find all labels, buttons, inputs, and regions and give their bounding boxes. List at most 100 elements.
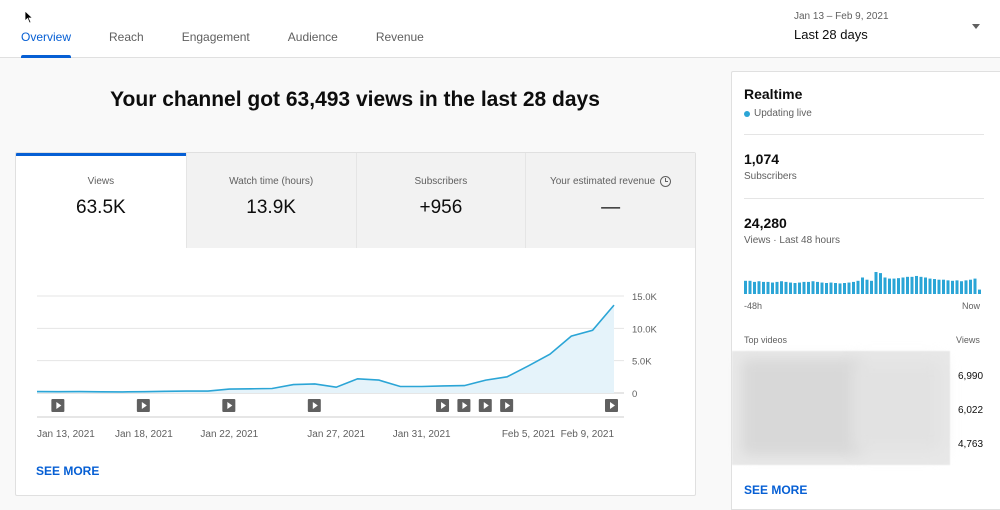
realtime-see-more-link[interactable]: SEE MORE <box>744 483 808 497</box>
realtime-bar <box>897 278 900 294</box>
realtime-bar <box>771 282 774 294</box>
video-marker-icon[interactable] <box>457 399 471 412</box>
realtime-bar <box>802 281 806 294</box>
realtime-bar <box>870 280 873 294</box>
date-range-selector[interactable]: Jan 13 – Feb 9, 2021 Last 28 days <box>794 11 889 42</box>
realtime-views-label: Views · Last 48 hours <box>744 235 840 246</box>
chevron-down-icon[interactable] <box>972 24 980 29</box>
tab-overview[interactable]: Overview <box>21 30 72 58</box>
video-marker-icon[interactable] <box>222 399 236 412</box>
realtime-bar <box>883 277 887 294</box>
realtime-bar <box>901 277 905 294</box>
metric-label: Subscribers <box>414 176 468 187</box>
realtime-bar <box>874 272 878 294</box>
video-marker-icon[interactable] <box>136 399 150 412</box>
metric-tabs: Views 63.5K Watch time (hours) 13.9K Sub… <box>16 153 695 248</box>
metric-views[interactable]: Views 63.5K <box>16 153 186 248</box>
top-videos-views-header: Views <box>956 335 980 345</box>
divider <box>744 134 984 135</box>
realtime-bar <box>811 281 815 294</box>
realtime-bar <box>757 281 761 294</box>
divider <box>744 198 984 199</box>
realtime-bar-chart[interactable] <box>744 272 984 294</box>
tab-reach[interactable]: Reach <box>109 30 144 44</box>
views-chart: 0 5.0K 10.0K 15.0K Jan 13, 2021 Jan 18, 2021 J… <box>36 292 657 440</box>
realtime-bar <box>784 281 788 294</box>
realtime-views-count: 24,280 <box>744 215 787 231</box>
realtime-bar <box>762 281 765 294</box>
video-marker-icon[interactable] <box>605 399 618 412</box>
y-tick-label: 10.0K <box>632 324 657 335</box>
y-tick-label: 5.0K <box>632 357 652 368</box>
video-marker-icon[interactable] <box>436 399 450 412</box>
realtime-bar <box>933 279 936 294</box>
realtime-bar <box>919 276 923 294</box>
top-bar: Overview Reach Engagement Audience Reven… <box>0 0 1000 58</box>
metric-label-wrap: Your estimated revenue <box>549 176 672 187</box>
video-marker-icon[interactable] <box>478 399 492 412</box>
tab-engagement[interactable]: Engagement <box>181 30 250 44</box>
live-dot-icon <box>744 110 750 117</box>
realtime-bar <box>946 280 950 294</box>
realtime-bar <box>807 281 810 294</box>
realtime-bar <box>969 279 972 294</box>
x-tick-label: Jan 22, 2021 <box>200 429 258 440</box>
video-marker-icon[interactable] <box>500 399 514 412</box>
realtime-bar <box>825 283 828 294</box>
realtime-axis-start: -48h <box>744 301 763 311</box>
tab-audience[interactable]: Audience <box>287 30 338 44</box>
video-marker-icon[interactable] <box>51 399 65 412</box>
realtime-bar <box>753 281 756 294</box>
see-more-link[interactable]: SEE MORE <box>36 464 100 478</box>
realtime-bar <box>798 282 801 294</box>
realtime-bar <box>865 279 869 294</box>
mouse-cursor-icon <box>24 10 34 24</box>
date-range-label: Last 28 days <box>794 27 868 42</box>
realtime-bar <box>838 283 842 294</box>
metric-watch-time[interactable]: Watch time (hours) 13.9K <box>185 153 356 248</box>
subscribers-label: Subscribers <box>744 171 797 182</box>
realtime-bar <box>973 278 977 294</box>
realtime-bar <box>960 281 963 294</box>
realtime-card: Realtime Updating live 1,074 Subscribers… <box>731 71 1000 510</box>
tab-bar: Overview Reach Engagement Audience Reven… <box>21 30 462 58</box>
realtime-bar <box>879 273 882 294</box>
clock-icon <box>660 176 672 187</box>
metric-label: Views <box>87 176 115 187</box>
realtime-bar <box>951 280 954 294</box>
realtime-bar <box>820 282 824 294</box>
metric-value: +956 <box>419 197 463 218</box>
page-title: Your channel got 63,493 views in the las… <box>110 88 600 111</box>
x-tick-label: Jan 18, 2021 <box>115 429 173 440</box>
realtime-bar <box>942 279 945 294</box>
top-video-views: 4,763 <box>958 439 984 450</box>
realtime-bar <box>937 279 941 294</box>
realtime-bar <box>793 283 797 294</box>
realtime-bar <box>978 289 981 294</box>
metric-value: 13.9K <box>246 197 296 218</box>
realtime-bar <box>861 277 864 294</box>
realtime-bar <box>816 281 819 294</box>
metric-value: — <box>601 197 621 218</box>
live-status-text: Updating live <box>754 108 812 119</box>
realtime-bar <box>928 278 932 294</box>
tab-revenue[interactable]: Revenue <box>375 30 424 44</box>
top-video-views: 6,990 <box>958 371 984 382</box>
overview-card: Views 63.5K Watch time (hours) 13.9K Sub… <box>15 152 696 496</box>
metric-label: Your estimated revenue <box>549 176 656 187</box>
metric-subscribers[interactable]: Subscribers +956 <box>355 153 526 248</box>
subscribers-count: 1,074 <box>744 151 780 167</box>
video-marker-icon[interactable] <box>307 399 321 412</box>
metric-revenue[interactable]: Your estimated revenue — <box>525 153 695 248</box>
realtime-bar <box>964 280 968 294</box>
metric-label: Watch time (hours) <box>229 176 314 187</box>
realtime-bar <box>910 276 914 294</box>
realtime-bar <box>829 282 833 294</box>
realtime-bar <box>834 283 837 294</box>
date-range-dates: Jan 13 – Feb 9, 2021 <box>794 11 889 22</box>
realtime-bar <box>789 282 792 294</box>
realtime-bar <box>852 281 855 294</box>
top-videos-thumbnails-blurred[interactable] <box>732 351 950 465</box>
realtime-title: Realtime <box>744 86 803 102</box>
views-line <box>36 304 615 393</box>
